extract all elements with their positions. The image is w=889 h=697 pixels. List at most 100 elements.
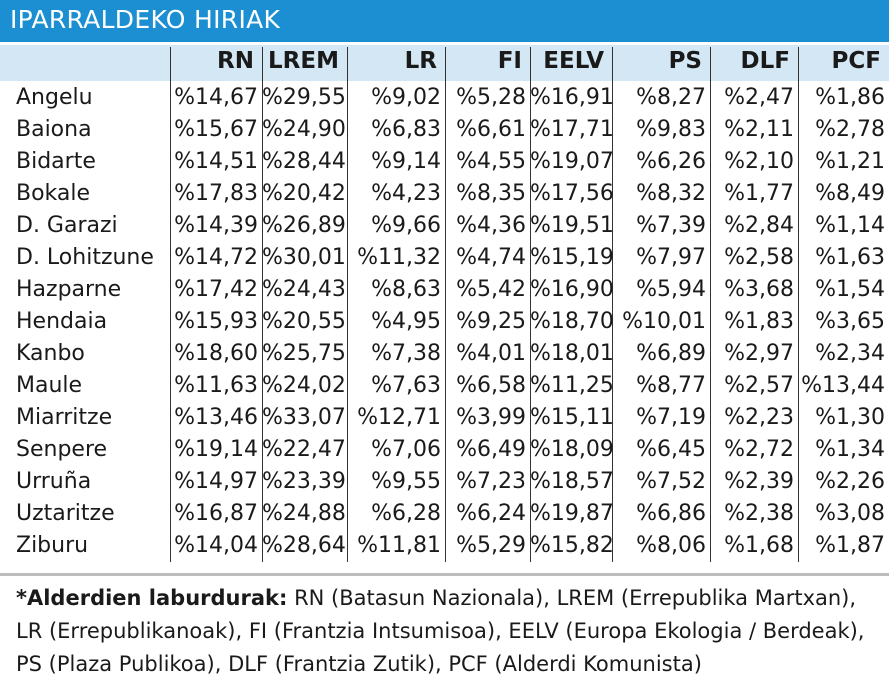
cell: %4,23 <box>371 181 441 206</box>
cell: %14,51 <box>174 149 258 174</box>
cell: %3,08 <box>815 501 885 526</box>
cell: %9,14 <box>371 149 441 174</box>
title: IPARRALDEKO HIRIAK <box>10 5 281 34</box>
cell: %9,66 <box>371 213 441 238</box>
title-bar <box>0 0 889 42</box>
cell: %4,95 <box>371 309 441 334</box>
cell: %2,39 <box>724 469 794 494</box>
cell: %16,90 <box>530 277 614 302</box>
cell: %22,47 <box>262 437 346 462</box>
cell: %12,71 <box>357 405 441 430</box>
cell: %19,14 <box>174 437 258 462</box>
cell: %11,32 <box>357 245 441 270</box>
row-label: Kanbo <box>16 341 85 366</box>
cell: %1,54 <box>815 277 885 302</box>
column-divider <box>612 47 613 562</box>
cell: %29,55 <box>262 85 346 110</box>
cell: %13,44 <box>801 373 885 398</box>
column-header: FI <box>497 48 522 74</box>
cell: %6,28 <box>371 501 441 526</box>
cell: %1,30 <box>815 405 885 430</box>
cell: %18,09 <box>530 437 614 462</box>
column-header: PCF <box>831 48 881 74</box>
row-label: Senpere <box>16 437 108 462</box>
cell: %24,90 <box>262 117 346 142</box>
cell: %14,72 <box>174 245 258 270</box>
cell: %9,55 <box>371 469 441 494</box>
cell: %28,64 <box>262 533 346 558</box>
cell: %6,26 <box>636 149 706 174</box>
cell: %1,21 <box>815 149 885 174</box>
column-divider <box>710 47 711 562</box>
cell: %17,42 <box>174 277 258 302</box>
cell: %8,77 <box>636 373 706 398</box>
column-divider <box>530 47 531 562</box>
row-label: Uztaritze <box>16 501 115 526</box>
cell: %11,63 <box>174 373 258 398</box>
cell: %1,68 <box>724 533 794 558</box>
row-label: Maule <box>16 373 83 398</box>
row-label: Urruña <box>16 469 92 494</box>
cell: %2,23 <box>724 405 794 430</box>
separator <box>0 573 889 576</box>
cell: %14,04 <box>174 533 258 558</box>
cell: %2,10 <box>724 149 794 174</box>
header-row <box>0 45 889 81</box>
cell: %18,60 <box>174 341 258 366</box>
cell: %2,11 <box>724 117 794 142</box>
cell: %4,36 <box>456 213 526 238</box>
row-label: Angelu <box>16 85 93 110</box>
row-label: Hendaia <box>16 309 108 334</box>
cell: %15,19 <box>530 245 614 270</box>
footnote-label: *Alderdien laburdurak: <box>16 586 288 610</box>
row-label: Miarritze <box>16 405 113 430</box>
cell: %6,58 <box>456 373 526 398</box>
cell: %17,83 <box>174 181 258 206</box>
cell: %7,52 <box>636 469 706 494</box>
cell: %5,94 <box>636 277 706 302</box>
cell: %9,02 <box>371 85 441 110</box>
column-divider <box>347 47 348 562</box>
cell: %11,81 <box>357 533 441 558</box>
column-header: EELV <box>543 48 604 74</box>
column-header: RN <box>217 48 254 74</box>
cell: %14,39 <box>174 213 258 238</box>
cell: %2,57 <box>724 373 794 398</box>
row-label: Bokale <box>16 181 91 206</box>
row-label: Baiona <box>16 117 92 142</box>
cell: %24,02 <box>262 373 346 398</box>
cell: %9,25 <box>456 309 526 334</box>
cell: %6,24 <box>456 501 526 526</box>
cell: %8,06 <box>636 533 706 558</box>
cell: %11,25 <box>530 373 614 398</box>
cell: %19,51 <box>530 213 614 238</box>
cell: %23,39 <box>262 469 346 494</box>
cell: %7,19 <box>636 405 706 430</box>
cell: %2,34 <box>815 341 885 366</box>
column-header: LREM <box>268 48 339 74</box>
cell: %7,39 <box>636 213 706 238</box>
cell: %3,68 <box>724 277 794 302</box>
cell: %24,88 <box>262 501 346 526</box>
cell: %7,23 <box>456 469 526 494</box>
cell: %4,74 <box>456 245 526 270</box>
column-divider <box>170 47 171 562</box>
cell: %1,83 <box>724 309 794 334</box>
cell: %2,97 <box>724 341 794 366</box>
cell: %15,93 <box>174 309 258 334</box>
cell: %2,78 <box>815 117 885 142</box>
footnote: *Alderdien laburdurak: RN (Batasun Nazio… <box>16 582 878 681</box>
cell: %6,83 <box>371 117 441 142</box>
cell: %20,55 <box>262 309 346 334</box>
cell: %7,06 <box>371 437 441 462</box>
column-header: DLF <box>740 48 790 74</box>
column-divider <box>445 47 446 562</box>
cell: %16,87 <box>174 501 258 526</box>
cell: %1,63 <box>815 245 885 270</box>
cell: %30,01 <box>262 245 346 270</box>
row-label: Ziburu <box>16 533 89 558</box>
cell: %17,56 <box>530 181 614 206</box>
cell: %15,82 <box>530 533 614 558</box>
cell: %19,87 <box>530 501 614 526</box>
